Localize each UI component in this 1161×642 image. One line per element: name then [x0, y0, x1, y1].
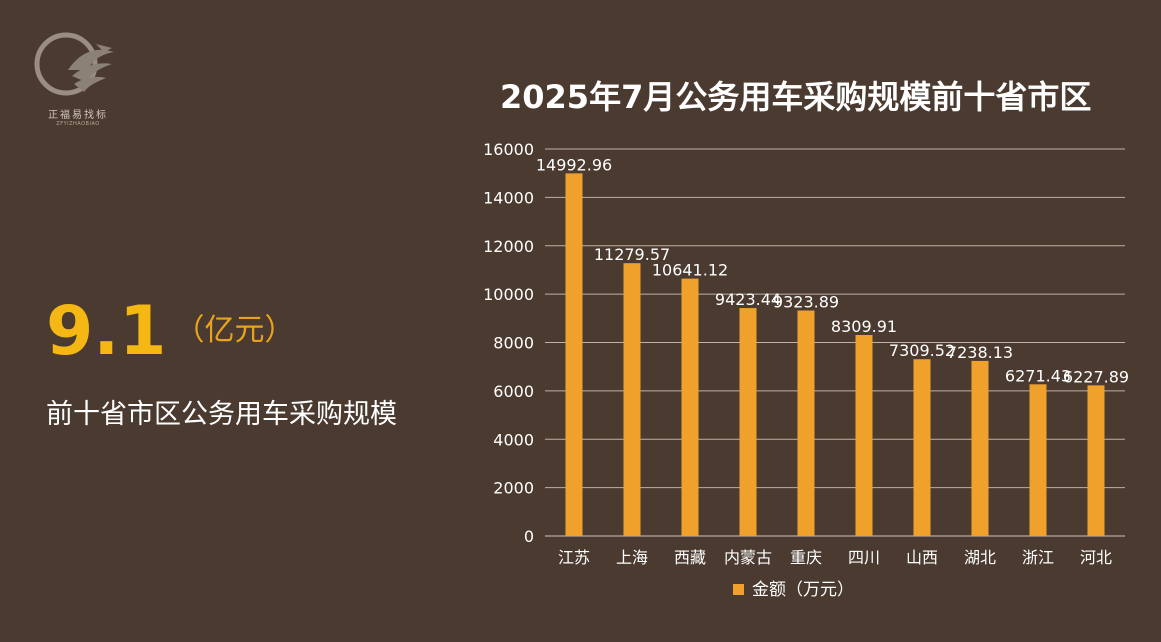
- legend-label: 金额（万元）: [752, 580, 854, 600]
- y-tick-label: 10000: [483, 285, 534, 304]
- headline-unit: （亿元）: [174, 313, 295, 348]
- data-label: 8309.91: [831, 317, 897, 336]
- data-label: 7309.52: [889, 341, 955, 360]
- x-tick-label: 浙江: [1022, 548, 1054, 567]
- data-label: 11279.57: [594, 245, 670, 264]
- logo-name: 正福易找标: [48, 110, 108, 121]
- data-label: 6271.43: [1005, 366, 1071, 385]
- x-tick-label: 山西: [906, 548, 938, 567]
- y-tick-label: 16000: [483, 140, 534, 159]
- y-tick-label: 8000: [493, 334, 534, 353]
- bar: [1087, 385, 1105, 536]
- x-tick-label: 河北: [1080, 548, 1112, 567]
- bar: [681, 278, 699, 536]
- bar: [855, 335, 873, 536]
- x-tick-label: 上海: [616, 548, 648, 567]
- headline-value: 9.1: [46, 292, 167, 371]
- bar-chart: 0 2000 4000 6000 8000 10000 12000 14000 16000149…: [483, 140, 1129, 600]
- bar: [971, 360, 989, 536]
- headline-caption: 前十省市区公务用车采购规模: [46, 399, 397, 430]
- data-label: 10641.12: [652, 261, 728, 280]
- data-label: 6227.89: [1063, 367, 1129, 386]
- chart-title: 2025年7月公务用车采购规模前十省市区: [500, 78, 1092, 116]
- bar: [797, 310, 815, 536]
- y-tick-label: 2000: [493, 479, 534, 498]
- bar: [913, 359, 931, 536]
- data-label: 9423.44: [715, 290, 781, 309]
- eagle-logo-icon: [34, 32, 114, 96]
- y-tick-label: 6000: [493, 382, 534, 401]
- data-label: 9323.89: [773, 292, 839, 311]
- x-tick-label: 内蒙古: [724, 548, 772, 567]
- bar: [623, 263, 641, 536]
- x-tick-label: 西藏: [674, 548, 706, 567]
- data-label: 14992.96: [536, 155, 612, 174]
- y-tick-label: 12000: [483, 237, 534, 256]
- bar: [565, 173, 583, 536]
- x-tick-label: 重庆: [790, 548, 822, 567]
- data-label: 7238.13: [947, 343, 1013, 362]
- bar: [1029, 384, 1047, 536]
- headline: 9.1 （亿元）: [46, 292, 294, 372]
- x-tick-label: 江苏: [558, 548, 590, 567]
- x-tick-label: 湖北: [964, 548, 996, 567]
- logo: 正福易找标 ZFYIZHAOBIAO: [30, 30, 126, 130]
- bar: [739, 308, 757, 536]
- y-tick-label: 4000: [493, 430, 534, 449]
- y-tick-label: 0: [524, 527, 534, 546]
- logo-subtitle: ZFYIZHAOBIAO: [56, 121, 100, 127]
- y-tick-label: 14000: [483, 188, 534, 207]
- x-tick-label: 四川: [848, 548, 880, 567]
- legend-swatch: [733, 584, 744, 595]
